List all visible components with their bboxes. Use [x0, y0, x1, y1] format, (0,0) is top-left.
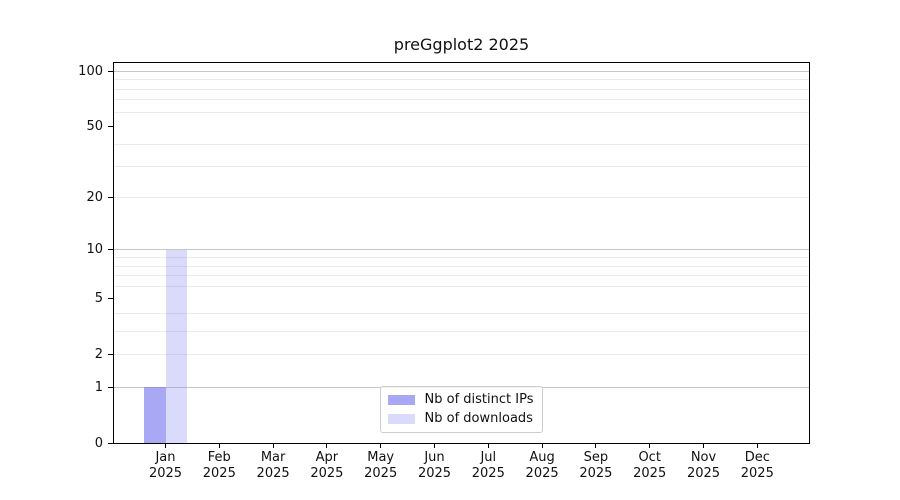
- x-tick-text: 2025: [310, 466, 344, 481]
- x-tick-text: Oct: [638, 450, 661, 465]
- bar-nb-of-downloads: [165, 249, 187, 443]
- x-tick-text: 2025: [740, 466, 774, 481]
- legend-entry-downloads: Nb of downloads: [387, 411, 534, 427]
- y-tick-label: 100: [78, 63, 103, 79]
- legend-swatch-downloads: [387, 414, 415, 424]
- x-tick-text: Dec: [744, 450, 770, 465]
- gridline-minor: [114, 275, 809, 277]
- x-tick-label: Mar 2025: [241, 450, 305, 482]
- gridline-minor: [114, 88, 809, 90]
- x-tick-text: 2025: [633, 466, 667, 481]
- x-tick-text: 2025: [579, 466, 613, 481]
- x-tick-mark: [434, 444, 435, 448]
- gridline-minor: [114, 257, 809, 259]
- y-tick-label: 2: [94, 347, 103, 363]
- chart-title: preGgplot2 2025: [393, 35, 530, 54]
- x-tick-text: Aug: [529, 450, 555, 465]
- x-tick-mark: [326, 444, 328, 448]
- x-tick-label: Feb 2025: [187, 450, 251, 482]
- x-tick-text: 2025: [148, 466, 183, 481]
- x-tick-mark: [165, 444, 166, 448]
- legend-label-downloads: Nb of downloads: [424, 411, 533, 426]
- x-tick-mark: [756, 444, 758, 448]
- x-tick-text: 2025: [417, 466, 452, 481]
- x-tick-text: 2025: [525, 466, 559, 481]
- legend-label-distinct-ips: Nb of distinct IPs: [424, 392, 534, 407]
- x-tick-label: Sep 2025: [564, 450, 628, 482]
- y-tick-label: 50: [86, 118, 103, 134]
- gridline-minor: [114, 79, 809, 81]
- x-tick-label: Dec 2025: [725, 450, 789, 482]
- x-tick-label: Nov 2025: [672, 450, 736, 482]
- x-tick-text: Jun: [424, 450, 445, 465]
- bar-nb-of-distinct-ips: [144, 387, 166, 443]
- gridline-minor: [114, 312, 809, 314]
- x-tick-label: Jun 2025: [403, 450, 467, 482]
- y-tick-mark: [108, 354, 113, 356]
- gridline-major: [114, 70, 809, 72]
- y-tick-mark: [108, 70, 113, 72]
- x-tick-text: 2025: [471, 466, 505, 481]
- y-tick-label: 0: [94, 435, 103, 451]
- y-tick-label: 1: [94, 379, 103, 395]
- x-tick-mark: [380, 444, 382, 448]
- x-tick-mark: [541, 444, 543, 448]
- x-tick-text: Jan: [155, 450, 176, 465]
- x-tick-text: Mar: [260, 450, 286, 465]
- x-tick-label: Jan 2025: [134, 450, 198, 482]
- x-tick-mark: [595, 444, 597, 448]
- gridline-minor: [114, 143, 809, 145]
- x-tick-text: May: [367, 450, 395, 465]
- y-tick-mark: [108, 197, 113, 199]
- x-tick-text: Sep: [583, 450, 609, 465]
- gridline-minor: [114, 166, 809, 168]
- gridline-minor: [114, 197, 809, 199]
- y-tick-label: 10: [86, 242, 103, 258]
- gridline-minor: [114, 354, 809, 356]
- x-tick-mark: [649, 444, 651, 448]
- y-tick-mark: [108, 442, 113, 444]
- y-tick-label: 20: [86, 190, 103, 206]
- gridline-minor: [114, 99, 809, 101]
- y-tick-mark: [108, 249, 113, 251]
- y-tick-label: 5: [94, 291, 103, 307]
- plot-area: Nb of distinct IPs Nb of downloads: [113, 62, 810, 444]
- y-tick-mark: [108, 125, 113, 127]
- legend-swatch-distinct-ips: [387, 395, 415, 405]
- y-tick-mark: [108, 298, 113, 300]
- x-tick-text: 2025: [686, 466, 721, 481]
- x-tick-mark: [272, 444, 274, 448]
- x-tick-text: Nov: [690, 450, 717, 465]
- x-tick-mark: [703, 444, 704, 448]
- x-tick-label: May 2025: [349, 450, 413, 482]
- x-tick-text: 2025: [364, 466, 398, 481]
- x-tick-label: Apr 2025: [295, 450, 359, 482]
- x-tick-text: Feb: [207, 450, 231, 465]
- gridline-minor: [114, 111, 809, 113]
- x-tick-label: Jul 2025: [456, 450, 520, 482]
- gridline-minor: [114, 330, 809, 332]
- x-tick-text: Jul: [480, 450, 497, 465]
- y-tick-mark: [108, 386, 113, 388]
- x-tick-text: Apr: [315, 450, 339, 465]
- legend: Nb of distinct IPs Nb of downloads: [379, 386, 544, 433]
- x-tick-label: Oct 2025: [618, 450, 682, 482]
- x-tick-text: 2025: [256, 466, 290, 481]
- x-tick-mark: [218, 444, 220, 448]
- x-tick-mark: [487, 444, 489, 448]
- gridline-major: [114, 249, 809, 251]
- gridline-minor: [114, 265, 809, 267]
- legend-entry-distinct-ips: Nb of distinct IPs: [387, 392, 534, 408]
- gridline-minor: [114, 285, 809, 287]
- x-tick-text: 2025: [202, 466, 236, 481]
- x-tick-label: Aug 2025: [510, 450, 574, 482]
